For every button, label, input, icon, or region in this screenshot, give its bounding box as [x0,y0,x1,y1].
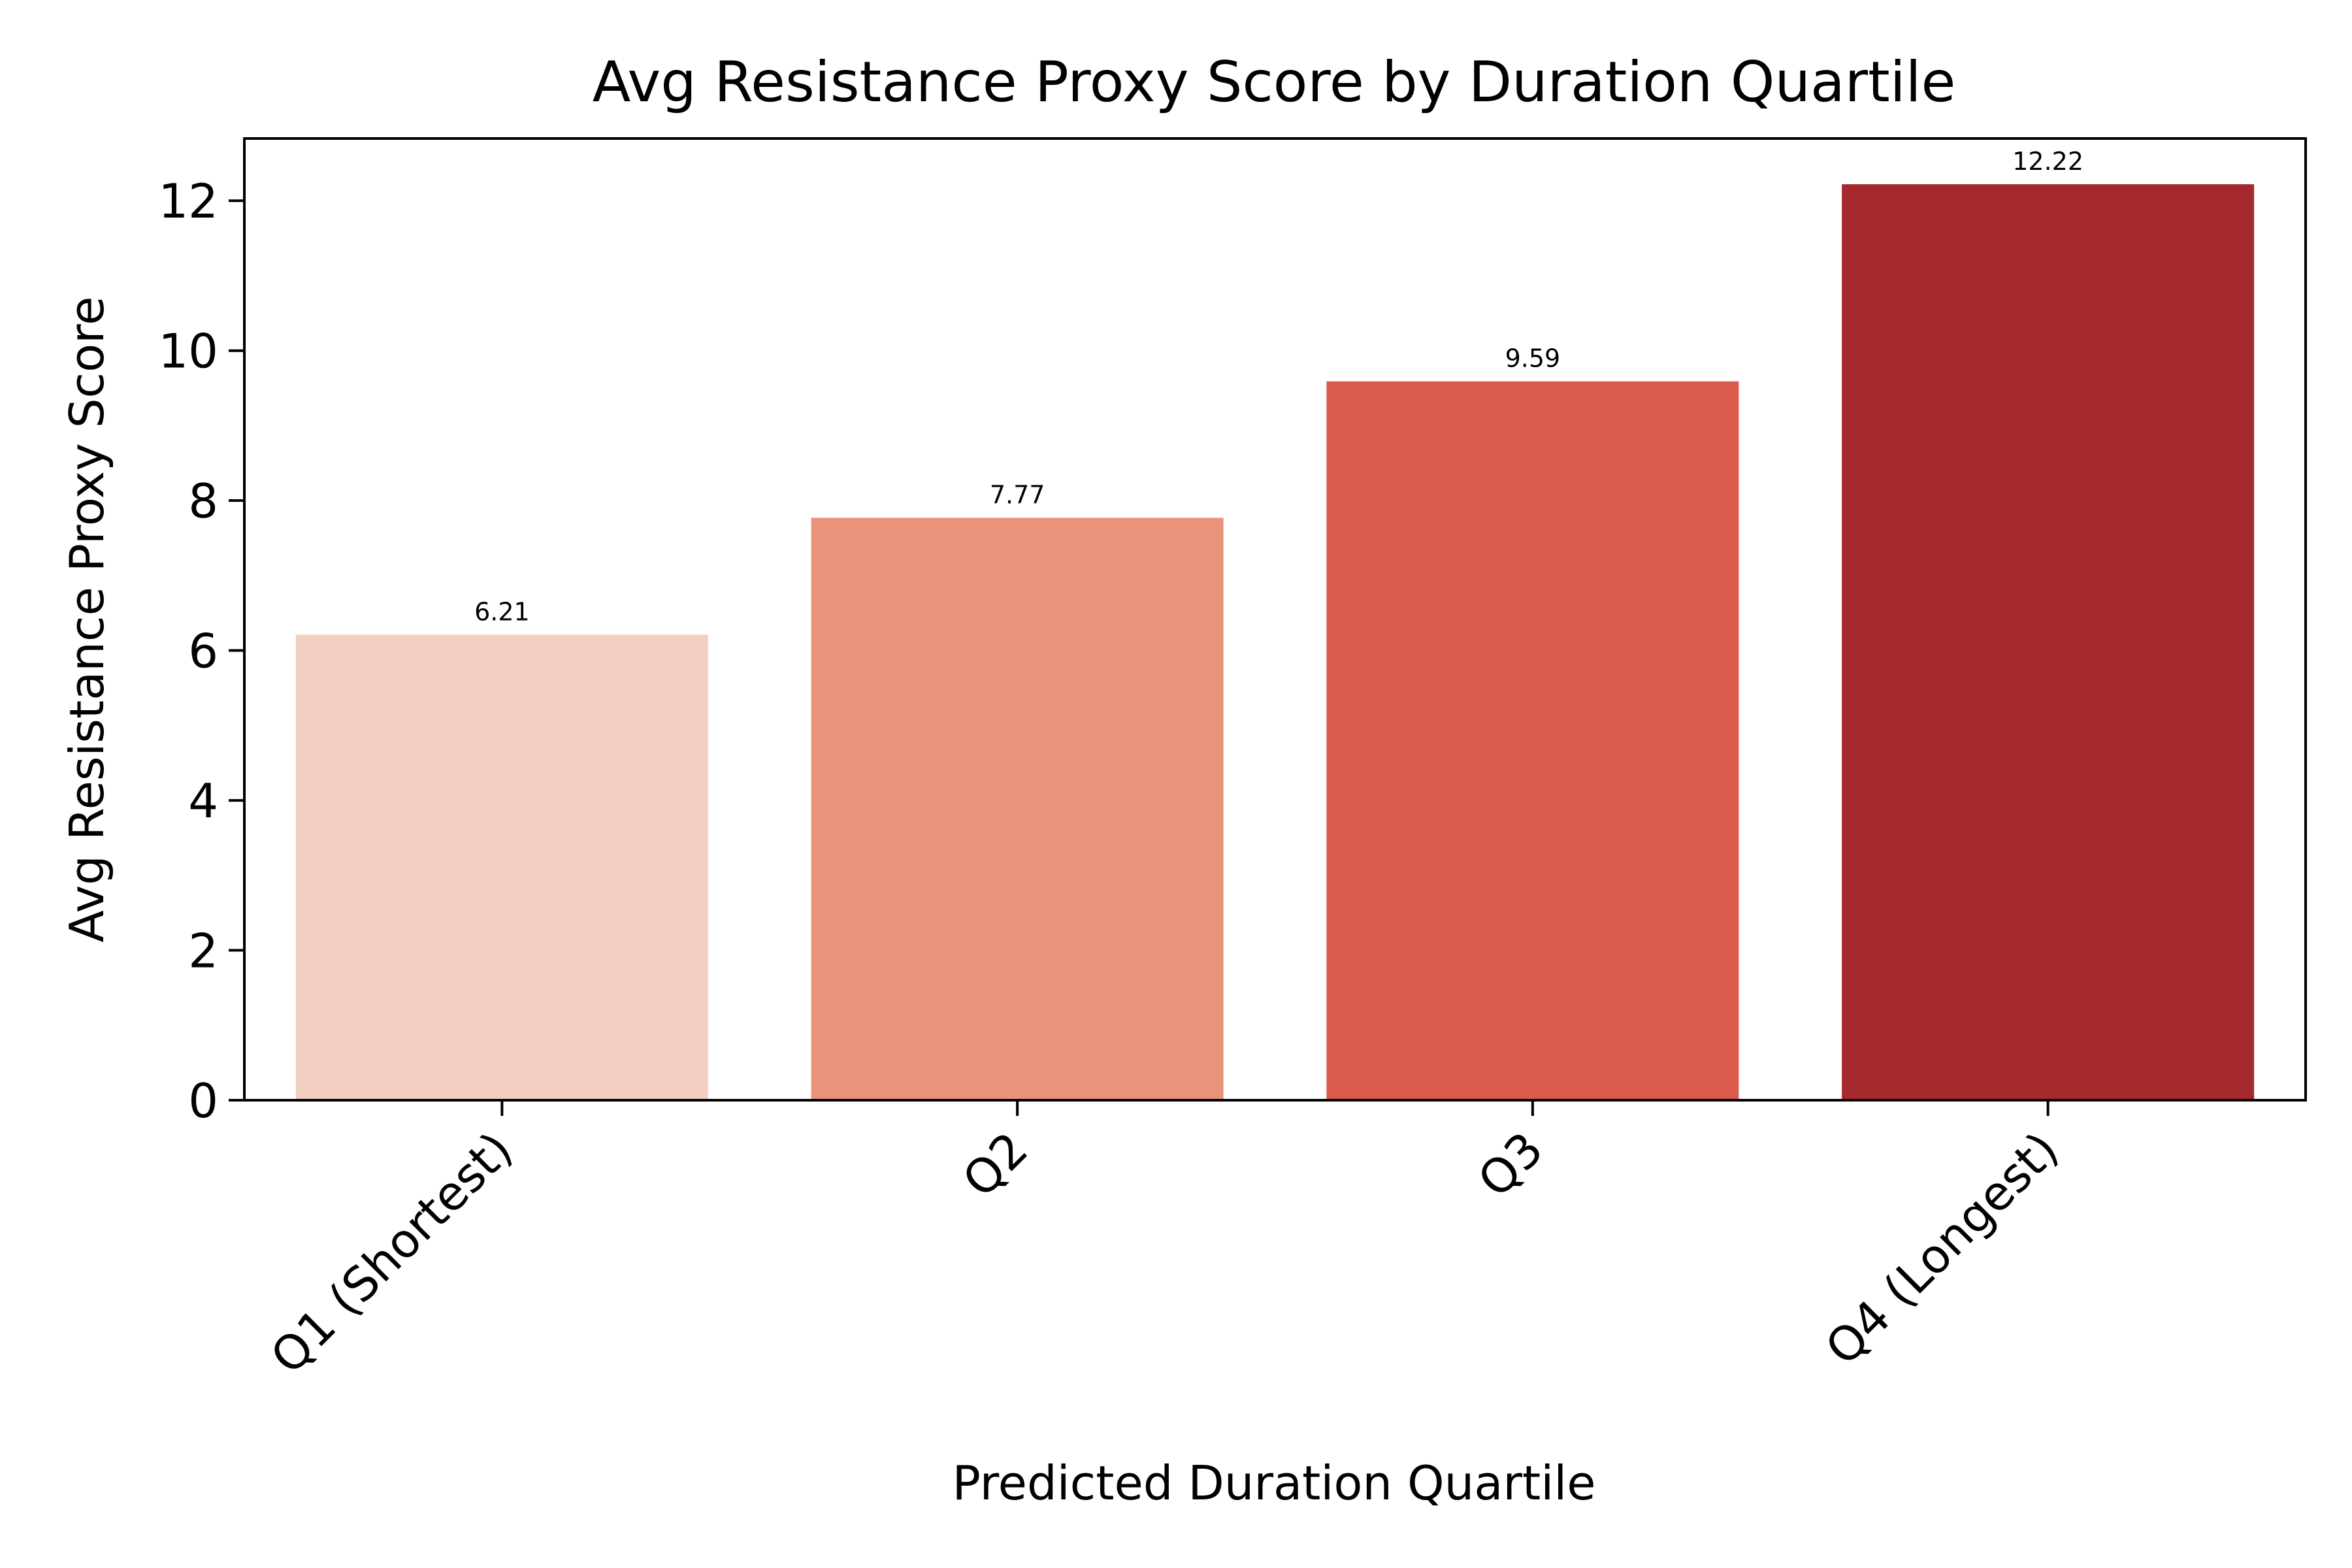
bar [1326,381,1739,1100]
y-tick-label: 10 [158,324,218,379]
y-tick-label: 2 [188,924,218,979]
y-tick-label: 6 [188,624,218,679]
y-axis-label: Avg Resistance Proxy Score [59,297,114,943]
y-tick-label: 12 [158,174,218,229]
bar [1842,184,2255,1100]
data-label: 9.59 [1505,344,1561,373]
x-axis-label: Predicted Duration Quartile [952,1456,1595,1511]
y-axis: 0 2 4 6 8 10 12 [158,174,244,1128]
x-tick-label: Q3 [1467,1122,1554,1208]
y-tick-label: 8 [188,474,218,529]
data-label: 6.21 [474,598,530,627]
x-axis: Q1 (Shortest) Q2 Q3 Q4 (Longest) [260,1100,2069,1384]
data-label: 12.22 [2012,147,2083,176]
plot-frame [243,137,2307,1102]
data-label: 7.77 [990,481,1045,510]
bars [295,184,2255,1100]
chart-title: Avg Resistance Proxy Score by Duration Q… [593,50,1956,115]
bar [295,634,708,1100]
x-tick-label: Q4 (Longest) [1815,1122,2069,1376]
x-tick-label: Q2 [952,1122,1038,1208]
y-tick-label: 0 [188,1073,218,1128]
y-tick-label: 4 [188,774,218,828]
bar [811,517,1224,1100]
x-tick-label: Q1 (Shortest) [260,1122,523,1384]
data-labels: 6.21 7.77 9.59 12.22 [474,147,2083,627]
